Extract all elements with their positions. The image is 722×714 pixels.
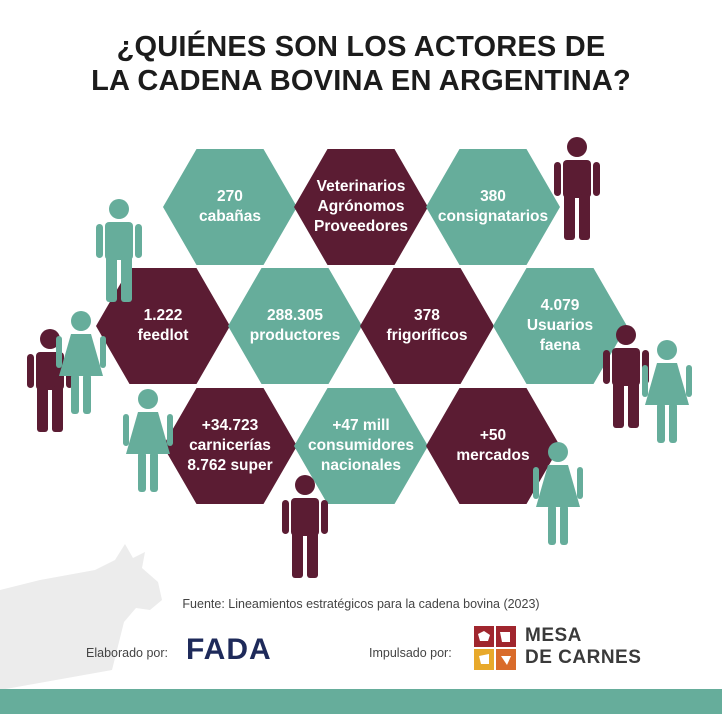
hex-frigorificos: 378 frigoríficos xyxy=(360,268,494,384)
fada-logo: FADA xyxy=(186,633,272,666)
title-line-2: LA CADENA BOVINA EN ARGENTINA? xyxy=(91,65,631,97)
mesa-line-2: DE CARNES xyxy=(525,647,642,668)
person-icon xyxy=(282,475,328,578)
hex-veterinarios-line-2: Agrónomos xyxy=(317,198,405,215)
impulsado-label: Impulsado por: xyxy=(369,646,452,660)
hex-veterinarios: Veterinarios Agrónomos Proveedores xyxy=(294,149,428,265)
hex-productores-value: 288.305 xyxy=(266,307,324,324)
hex-usuarios-faena-line-2: Usuarios xyxy=(526,317,594,334)
hex-frigorificos-value: 378 xyxy=(414,307,440,324)
elaborado-label: Elaborado por: xyxy=(86,646,169,660)
hex-mercados-value: +50 xyxy=(479,427,507,444)
hex-cabanas: 270 cabañas xyxy=(163,149,297,265)
hex-usuarios-faena-line-3: faena xyxy=(539,337,581,354)
hex-consumidores-line-2: consumidores xyxy=(308,437,414,454)
hex-consumidores-line-3: nacionales xyxy=(320,457,402,474)
person-icon xyxy=(603,325,649,428)
person-icon xyxy=(96,199,142,302)
hex-consumidores-value: +47 mill xyxy=(332,417,390,434)
title-line-1: ¿QUIÉNES SON LOS ACTORES DE xyxy=(116,31,606,63)
person-icon xyxy=(554,137,600,240)
hex-veterinarios-line-3: Proveedores xyxy=(314,218,408,235)
hex-carnicerias-value: +34.723 xyxy=(201,417,259,434)
person-icon xyxy=(533,442,583,545)
hex-carnicerias-label: carnicerías xyxy=(189,437,271,454)
hex-consumidores: +47 mill consumidores nacionales xyxy=(294,388,428,504)
hex-consignatarios: 380 consignatarios xyxy=(426,149,560,265)
mesa-de-carnes-logo-text: MESA DE CARNES xyxy=(525,625,641,669)
hex-frigorificos-label: frigoríficos xyxy=(386,327,468,344)
person-icon xyxy=(56,311,106,414)
hex-veterinarios-line-1: Veterinarios xyxy=(316,178,406,195)
person-icon xyxy=(642,340,692,443)
hex-feedlot: 1.222 feedlot xyxy=(96,268,230,384)
hex-cabanas-label: cabañas xyxy=(198,208,262,225)
hex-feedlot-value: 1.222 xyxy=(143,307,183,324)
hex-feedlot-label: feedlot xyxy=(137,327,189,344)
mesa-de-carnes-logo-icon xyxy=(474,626,516,670)
person-icon xyxy=(123,389,173,492)
cow-silhouette-icon xyxy=(0,544,162,690)
source-note: Fuente: Lineamientos estratégicos para l… xyxy=(182,597,540,611)
hex-productores-label: productores xyxy=(249,327,341,344)
hex-carnicerias-super: 8.762 super xyxy=(187,457,273,474)
hex-cabanas-value: 270 xyxy=(217,188,243,205)
hex-mercados-label: mercados xyxy=(456,447,530,464)
hex-usuarios-faena-value: 4.079 xyxy=(540,297,580,314)
hex-consignatarios-label: consignatarios xyxy=(437,208,549,225)
hex-consignatarios-value: 380 xyxy=(480,188,506,205)
mesa-line-1: MESA xyxy=(525,625,582,646)
bottom-bar xyxy=(0,689,722,714)
hex-carnicerias: +34.723 carnicerías 8.762 super xyxy=(163,388,297,504)
hex-productores: 288.305 productores xyxy=(228,268,362,384)
page-title: ¿QUIÉNES SON LOS ACTORES DE LA CADENA BO… xyxy=(0,30,722,98)
